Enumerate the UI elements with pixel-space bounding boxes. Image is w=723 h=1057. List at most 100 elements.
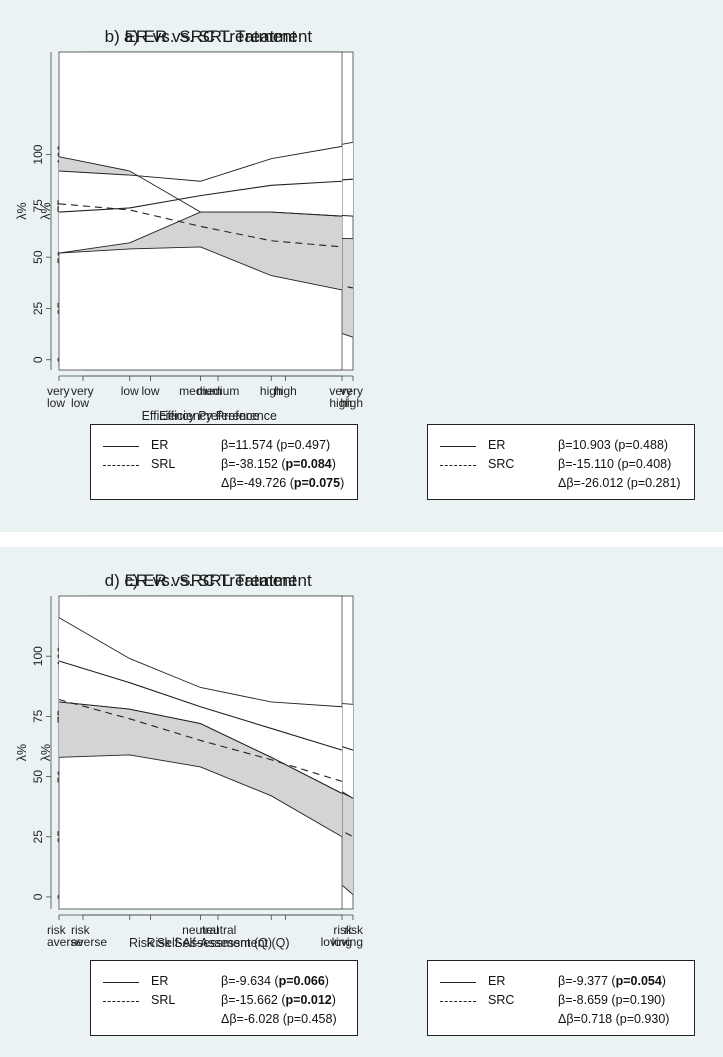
x-tick-label: averse xyxy=(71,935,107,949)
legend-stat-text: ) xyxy=(331,993,336,1007)
x-tick-label: high xyxy=(274,384,297,398)
legend-stat-pvalue-bold: p=0.054 xyxy=(615,974,662,988)
x-axis-label: Risk Self-Assessment (Q) xyxy=(129,936,272,950)
treatment-line xyxy=(58,699,343,782)
legend-row: SRC β=-8.659 (p=0.190) xyxy=(428,992,694,1010)
legend-b: ER β=10.903 (p=0.488) SRC β=-15.110 (p=0.40… xyxy=(427,424,695,500)
legend-er-line-sample xyxy=(440,446,476,447)
x-tick-label: loving xyxy=(321,935,352,949)
x-tick-label: neutral xyxy=(182,923,219,937)
legend-series-name: ER xyxy=(151,974,169,988)
chart-title: c) ER vs. SRL Treatment xyxy=(124,571,312,590)
x-tick-label: high xyxy=(329,396,352,410)
x-tick-label: averse xyxy=(47,935,83,949)
x-tick-label: low xyxy=(141,384,159,398)
y-tick-label: 0 xyxy=(31,893,45,900)
legend-row: ER β=10.903 (p=0.488) xyxy=(428,437,694,455)
legend-stat: β=-38.152 (p=0.084) xyxy=(221,457,336,471)
legend-series-name: SRC xyxy=(488,457,515,471)
y-axis-label: λ% xyxy=(15,744,29,761)
legend-row: Δβ=0.718 (p=0.930) xyxy=(428,1011,694,1029)
legend-stat-text: ) xyxy=(324,974,329,988)
legend-stat: Δβ=-26.012 (p=0.281) xyxy=(558,476,681,490)
er-line xyxy=(58,660,343,751)
legend-row: ER β=11.574 (p=0.497) xyxy=(91,437,357,455)
er-ci-lower-line xyxy=(58,701,343,794)
y-axis-label: λ% xyxy=(15,202,29,219)
legend-stat: β=11.574 (p=0.497) xyxy=(221,438,330,452)
legend-er-line-sample xyxy=(103,982,139,983)
legend-a: ER β=11.574 (p=0.497) SRL β=-38.152 (p=0.08… xyxy=(90,424,358,500)
er-ci-band xyxy=(59,146,342,254)
x-tick-label: very xyxy=(329,384,352,398)
legend-d: ER β=-9.377 (p=0.054) SRC β=-8.659 (p=0.190… xyxy=(427,960,695,1036)
legend-stat-text: β=-38.152 ( xyxy=(221,457,286,471)
x-tick-label: very xyxy=(47,384,70,398)
y-tick-label: 75 xyxy=(31,709,45,723)
x-tick-label: risk xyxy=(47,923,67,937)
y-tick-label: 25 xyxy=(31,830,45,844)
x-tick-label: low xyxy=(71,396,89,410)
x-tick-label: medium xyxy=(179,384,222,398)
y-tick-label: 100 xyxy=(31,646,45,666)
legend-stat: β=-8.659 (p=0.190) xyxy=(558,993,665,1007)
y-tick-label: 0 xyxy=(31,356,45,363)
legend-row: SRC β=-15.110 (p=0.408) xyxy=(428,456,694,474)
legend-series-name: SRC xyxy=(488,993,515,1007)
legend-stat: Δβ=0.718 (p=0.930) xyxy=(558,1012,669,1026)
chart-title: d) ER vs. SRC Treatment xyxy=(105,571,297,590)
chart-title: b) ER vs. SRC Treatment xyxy=(105,27,297,46)
er-ci-upper-line xyxy=(58,145,343,182)
legend-stat: Δβ=-49.726 (p=0.075) xyxy=(221,476,344,490)
x-axis-label: Efficiency Preference xyxy=(159,409,277,423)
legend-er-line-sample xyxy=(103,446,139,447)
x-tick-label: risk xyxy=(71,923,91,937)
legend-treatment-line-sample xyxy=(103,465,139,466)
er-ci-band xyxy=(59,617,342,794)
legend-series-name: ER xyxy=(488,438,506,452)
legend-stat: β=10.903 (p=0.488) xyxy=(558,438,668,452)
chart-d: d) ER vs. SRC Treatment 0 25 50 75 100 λ% riska… xyxy=(15,571,353,950)
er-ci-lower-line xyxy=(58,211,343,254)
legend-stat-text: Δβ=-6.028 (p=0.458) xyxy=(221,1012,337,1026)
legend-stat-text: β=-15.110 (p=0.408) xyxy=(558,457,672,471)
treatment-ci-lower-line xyxy=(58,246,343,291)
x-tick-label: loving xyxy=(332,935,363,949)
chart-b: b) ER vs. SRC Treatment0255075100λ%veryl… xyxy=(15,27,352,423)
x-tick-label: high xyxy=(340,396,363,410)
treatment-ci-lower-line xyxy=(58,754,343,838)
er-ci-upper-line xyxy=(58,617,343,708)
y-axis-label: λ% xyxy=(39,202,53,219)
y-tick-label: 50 xyxy=(31,250,45,264)
x-tick-label: high xyxy=(260,384,283,398)
legend-treatment-line-sample xyxy=(440,1001,476,1002)
x-tick-label: medium xyxy=(197,384,240,398)
legend-stat-pvalue-bold: p=0.066 xyxy=(278,974,325,988)
y-tick-label: 100 xyxy=(31,144,45,164)
legend-stat-text: ) xyxy=(661,974,666,988)
legend-stat-text: β=-9.634 ( xyxy=(221,974,279,988)
chart-title: a) ER vs. SRL Treatment xyxy=(124,27,313,46)
legend-stat-text: β=-8.659 (p=0.190) xyxy=(558,993,666,1007)
legend-series-name: ER xyxy=(151,438,169,452)
legend-stat-text: β=-9.377 ( xyxy=(558,974,616,988)
legend-row: SRL β=-38.152 (p=0.084) xyxy=(91,456,357,474)
x-tick-label: very xyxy=(340,384,363,398)
legend-stat: β=-15.110 (p=0.408) xyxy=(558,457,671,471)
x-tick-label: neutral xyxy=(200,923,237,937)
legend-stat-text: β=11.574 (p=0.497) xyxy=(221,438,331,452)
legend-row: Δβ=-49.726 (p=0.075) xyxy=(91,475,357,493)
legend-series-name: ER xyxy=(488,974,506,988)
legend-stat-text: β=10.903 (p=0.488) xyxy=(558,438,669,452)
legend-row: Δβ=-6.028 (p=0.458) xyxy=(91,1011,357,1029)
er-line xyxy=(58,180,343,213)
legend-stat-text: ) xyxy=(340,476,345,490)
y-tick-label: 50 xyxy=(31,770,45,784)
legend-stat-text: β=-15.662 ( xyxy=(221,993,286,1007)
legend-stat: β=-15.662 (p=0.012) xyxy=(221,993,336,1007)
legend-stat-text: ) xyxy=(331,457,336,471)
x-tick-label: low xyxy=(121,384,139,398)
x-tick-label: very xyxy=(71,384,94,398)
legend-stat-text: Δβ=0.718 (p=0.930) xyxy=(558,1012,670,1026)
x-tick-label: low xyxy=(47,396,65,410)
